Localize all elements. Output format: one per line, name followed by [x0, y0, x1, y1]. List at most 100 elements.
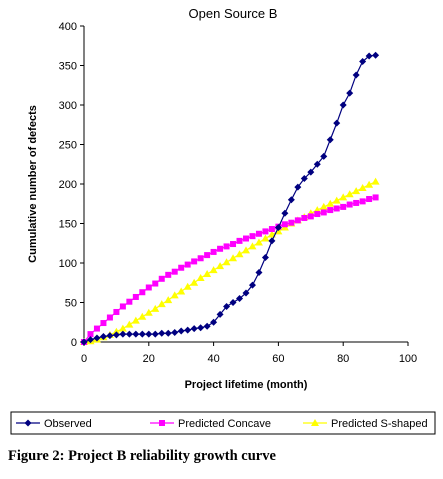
predicted-s-shaped-point [177, 287, 185, 294]
observed-point [139, 331, 146, 338]
y-tick-label: 50 [65, 298, 77, 310]
predicted-concave-point [146, 284, 152, 290]
predicted-concave-point [282, 221, 288, 227]
predicted-concave-point [262, 228, 268, 234]
observed-point [204, 323, 211, 330]
predicted-s-shaped-point [236, 250, 244, 257]
predicted-concave-point [204, 252, 210, 258]
predicted-concave-point [288, 220, 294, 226]
observed-point [178, 327, 185, 334]
predicted-s-shaped-point [197, 274, 205, 281]
predicted-concave-point [243, 236, 249, 242]
y-axis-label: Cumulative number of defects [27, 105, 39, 263]
predicted-concave-point [353, 200, 359, 206]
y-tick-label: 350 [59, 61, 77, 73]
predicted-s-shaped-point [145, 309, 153, 316]
observed-point [165, 330, 172, 337]
predicted-concave-point [366, 196, 372, 202]
x-axis-label: Project lifetime (month) [185, 379, 308, 391]
predicted-s-shaped-point [184, 283, 192, 290]
observed-point [327, 136, 334, 143]
observed-point [281, 210, 288, 217]
predicted-s-shaped-point [261, 235, 269, 242]
y-tick-label: 300 [59, 100, 77, 112]
predicted-concave-point [321, 209, 327, 215]
predicted-s-shaped-point [372, 178, 380, 185]
predicted-concave-point [113, 309, 119, 315]
predicted-s-shaped-point [171, 291, 179, 298]
observed-point [340, 102, 347, 109]
predicted-s-shaped-point [119, 325, 127, 332]
predicted-concave-point [269, 226, 275, 232]
predicted-concave-point [237, 238, 243, 244]
observed-point [346, 90, 353, 97]
legend-predicted-concave-point [159, 420, 165, 426]
predicted-concave-point [191, 258, 197, 264]
predicted-s-shaped-point [216, 262, 224, 269]
observed-point [184, 327, 191, 334]
predicted-concave-point [159, 276, 165, 282]
observed-point [255, 269, 262, 276]
predicted-s-shaped-point [210, 266, 218, 273]
predicted-concave-point [185, 262, 191, 268]
predicted-concave-point [120, 303, 126, 309]
predicted-concave-point [301, 215, 307, 221]
predicted-concave-point [172, 269, 178, 275]
predicted-s-shaped-point [223, 258, 231, 265]
y-tick-label: 100 [59, 258, 77, 270]
legend-label-observed: Observed [44, 418, 92, 430]
y-tick-label: 200 [59, 179, 77, 191]
predicted-s-shaped-point [255, 238, 263, 245]
legend-label-predicted-concave: Predicted Concave [178, 418, 271, 430]
x-tick-label: 80 [337, 353, 349, 365]
predicted-concave-point [295, 217, 301, 223]
predicted-concave-point [256, 231, 262, 237]
predicted-concave-point [126, 299, 132, 305]
x-tick-labels: 0 20 40 60 80 100 [81, 353, 417, 365]
observed-point [119, 331, 126, 338]
predicted-concave-point [314, 211, 320, 217]
x-tick-label: 0 [81, 353, 87, 365]
predicted-s-shaped-point [248, 242, 256, 249]
predicted-concave-point [139, 289, 145, 295]
predicted-concave-point [373, 194, 379, 200]
x-tick-label: 100 [399, 353, 417, 365]
chart-title: Open Source B [189, 6, 278, 21]
predicted-concave-point [327, 207, 333, 213]
predicted-s-shaped-point [125, 321, 133, 328]
series-observed [81, 52, 380, 346]
predicted-concave-point [360, 198, 366, 204]
series-predicted-concave [81, 194, 379, 345]
y-tick-label: 0 [71, 337, 77, 349]
predicted-s-shaped-point [132, 317, 140, 324]
figure-caption: Figure 2: Project B reliability growth c… [8, 448, 276, 465]
predicted-concave-point [178, 265, 184, 271]
observed-point [171, 329, 178, 336]
predicted-s-shaped-point [138, 313, 146, 320]
observed-point [126, 331, 133, 338]
predicted-concave-point [198, 255, 204, 261]
series-predicted-s-shaped [80, 178, 380, 345]
observed-point [230, 299, 237, 306]
observed-point [191, 325, 198, 332]
axes [80, 26, 408, 346]
predicted-concave-point [94, 326, 100, 332]
predicted-s-shaped-point [158, 300, 166, 307]
predicted-concave-point [334, 205, 340, 211]
x-tick-label: 20 [143, 353, 155, 365]
predicted-concave-point [308, 213, 314, 219]
predicted-s-shaped-point [164, 296, 172, 303]
predicted-concave-point [165, 272, 171, 278]
y-tick-labels: 0 50 100 150 200 250 300 350 400 [59, 21, 77, 349]
x-tick-label: 60 [272, 353, 284, 365]
predicted-concave-point [107, 315, 113, 321]
observed-point [372, 52, 379, 59]
observed-point [197, 324, 204, 331]
observed-point [353, 71, 360, 78]
observed-point [152, 331, 159, 338]
predicted-concave-point [347, 202, 353, 208]
observed-point [333, 120, 340, 127]
x-tick-label: 40 [207, 353, 219, 365]
y-tick-label: 150 [59, 219, 77, 231]
